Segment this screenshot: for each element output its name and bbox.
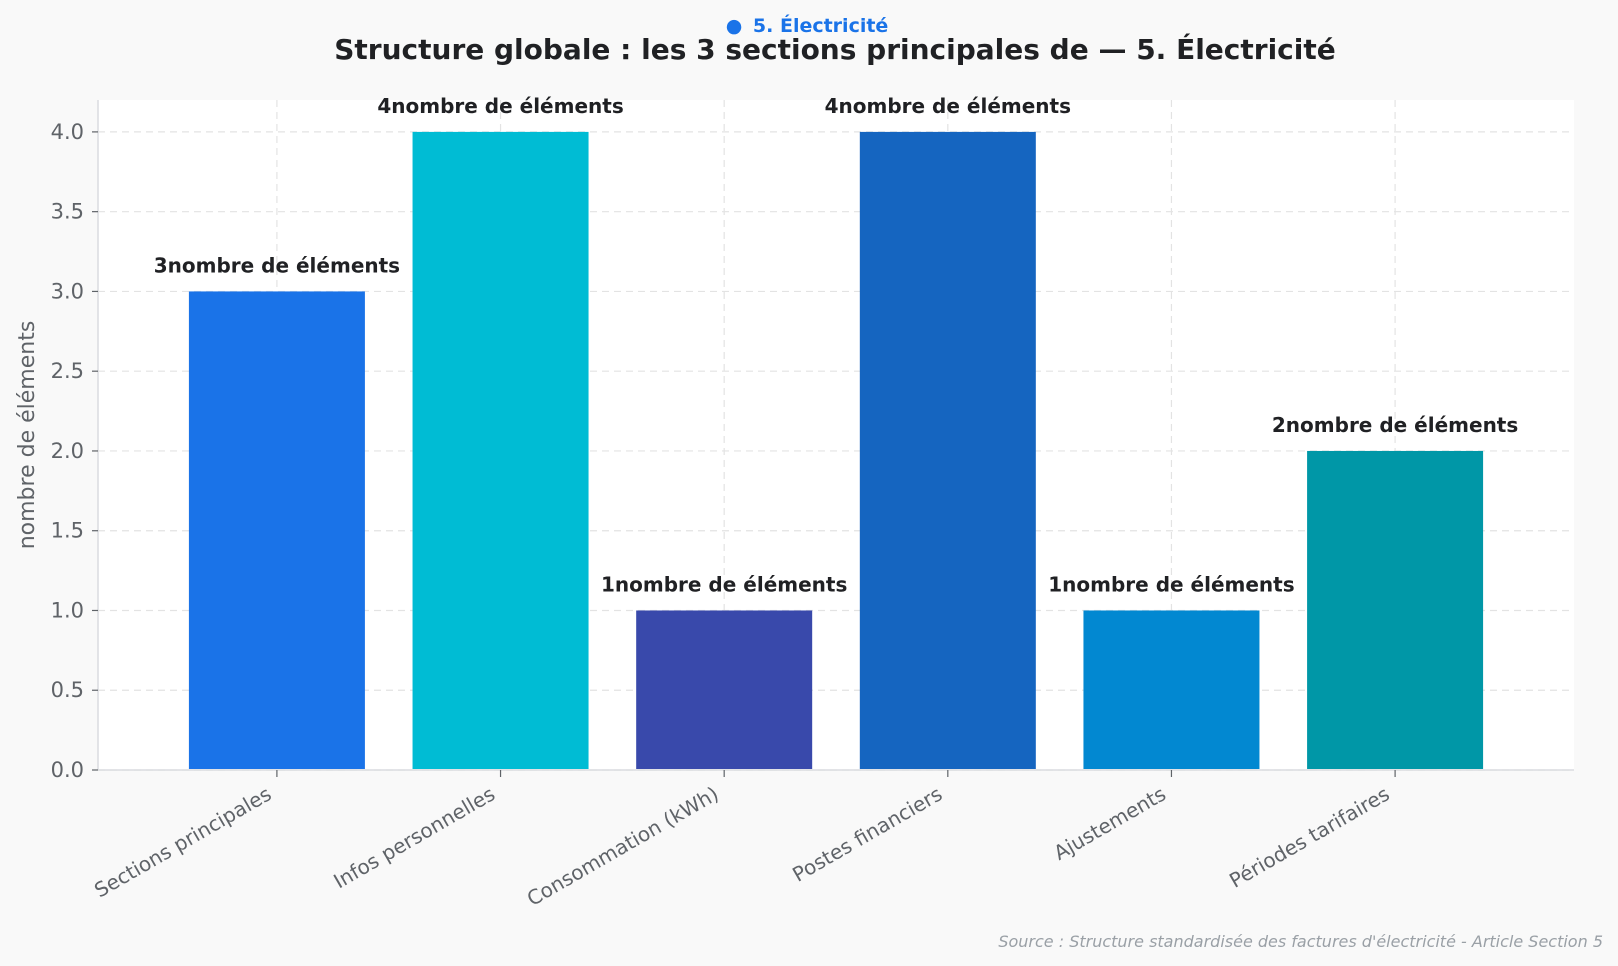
source-note: Source : Structure standardisée des fact…: [998, 932, 1603, 951]
bar-value-label: 1nombre de éléments: [1048, 572, 1294, 596]
chart-badge: ● 5. Électricité: [726, 14, 889, 37]
bar-value-label: 1nombre de éléments: [601, 572, 847, 596]
y-tick-label: 3.5: [51, 200, 84, 224]
y-tick-label: 4.0: [51, 120, 84, 144]
badge-label: ● 5. Électricité: [726, 14, 889, 37]
bar: [412, 131, 589, 769]
bar-value-label: 4nombre de éléments: [377, 94, 623, 118]
y-axis-label: nombre de éléments: [15, 321, 40, 550]
bar-value-label: 2nombre de éléments: [1272, 413, 1518, 437]
y-ticks: 0.0 0.5 1.0 1.5 2.0 2.5 3.0 3.5 4.0: [51, 120, 98, 782]
value-labels: 3nombre de éléments 4nombre de éléments 1n…: [154, 94, 1519, 597]
bar: [636, 610, 813, 769]
bar-value-label: 3nombre de éléments: [154, 253, 400, 277]
y-tick-label: 0.5: [51, 678, 84, 702]
badge-text: 5. Électricité: [753, 14, 888, 37]
chart-title: Structure globale : les 3 sections princ…: [334, 32, 1336, 66]
y-tick-label: 1.0: [51, 598, 84, 622]
y-tick-label: 3.0: [51, 279, 84, 303]
bars: [188, 131, 1484, 769]
y-tick-label: 2.5: [51, 359, 84, 383]
badge-dot-icon: ●: [726, 15, 743, 37]
y-tick-label: 0.0: [51, 758, 84, 782]
bar: [1307, 450, 1484, 769]
bar-value-label: 4nombre de éléments: [825, 94, 1071, 118]
y-tick-label: 2.0: [51, 439, 84, 463]
bar: [188, 291, 365, 769]
y-tick-label: 1.5: [51, 519, 84, 543]
bar: [1083, 610, 1260, 769]
bar: [859, 131, 1036, 769]
